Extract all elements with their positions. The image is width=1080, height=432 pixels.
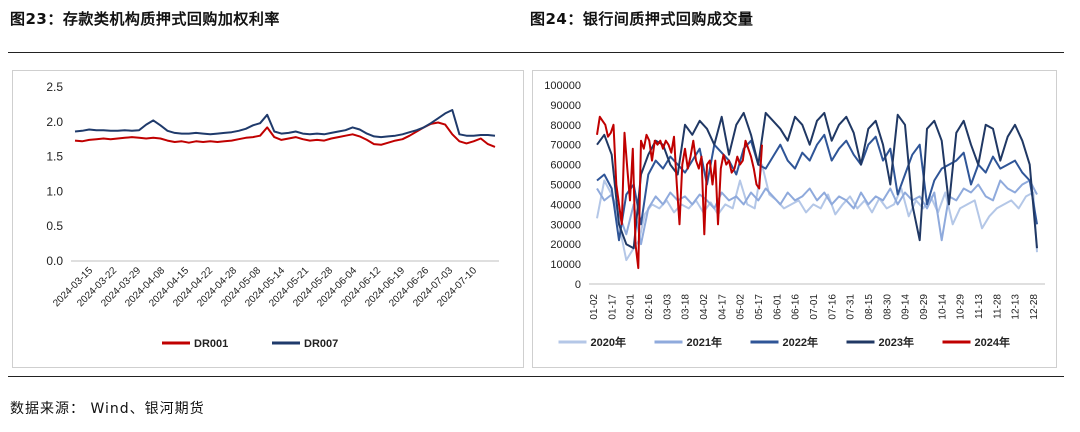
x-tick-label: 02-01 xyxy=(626,294,637,320)
x-tick-label: 06-01 xyxy=(772,294,783,320)
x-tick-label: 08-15 xyxy=(864,294,875,320)
series-line-2021年 xyxy=(596,179,1038,246)
x-tick-label: 01-02 xyxy=(589,294,600,320)
x-tick-label: 09-14 xyxy=(901,294,912,320)
y-tick-label: 10000 xyxy=(550,259,581,271)
series-line-DR007 xyxy=(74,109,496,139)
x-tick-label: 09-29 xyxy=(919,294,930,320)
x-tick-label: 12-13 xyxy=(1011,294,1022,320)
x-tick-label: 02-16 xyxy=(644,294,655,320)
y-tick-label: 30000 xyxy=(550,219,581,231)
y-tick-label: 60000 xyxy=(550,160,581,172)
x-tick-label: 07-01 xyxy=(809,294,820,320)
top-divider xyxy=(8,52,1064,53)
rate-line-chart: 0.00.51.01.52.02.52024-03-152024-03-2220… xyxy=(46,80,499,350)
x-tick-label: 03-03 xyxy=(662,294,673,320)
series-line-2023年 xyxy=(596,111,1038,250)
x-tick-label: 05-02 xyxy=(736,294,747,320)
x-tick-label: 11-13 xyxy=(974,294,985,319)
y-tick-label: 0 xyxy=(575,279,581,291)
x-tick-label: 04-17 xyxy=(717,294,728,320)
legend-label: 2022年 xyxy=(783,335,818,349)
y-tick-label: 50000 xyxy=(550,180,581,192)
x-tick-label: 10-29 xyxy=(956,294,967,320)
x-tick-label: 08-30 xyxy=(882,294,893,320)
x-tick-label: 11-28 xyxy=(992,294,1003,319)
bottom-divider xyxy=(8,376,1064,377)
y-tick-label: 2.0 xyxy=(46,115,63,129)
y-tick-label: 1.5 xyxy=(46,150,63,164)
y-tick-label: 0.5 xyxy=(46,219,63,233)
right-chart-title: 图24：银行间质押式回购成交量 xyxy=(530,10,754,28)
left-chart-title: 图23：存款类机构质押式回购加权利率 xyxy=(10,10,280,28)
legend-label: 2024年 xyxy=(975,335,1010,349)
y-tick-label: 80000 xyxy=(550,120,581,132)
legend-label: DR001 xyxy=(194,338,228,350)
x-tick-label: 07-16 xyxy=(827,294,838,320)
legend-label: 2021年 xyxy=(687,335,722,349)
legend-label: 2020年 xyxy=(591,335,626,349)
x-tick-label: 10-14 xyxy=(937,294,948,320)
right-chart-panel: 0 10000 20000 30000 40000 50000 60000 70000 8000… xyxy=(532,70,1057,368)
y-tick-label: 20000 xyxy=(550,239,581,251)
y-tick-label: 40000 xyxy=(550,199,581,211)
legend-label: DR007 xyxy=(304,338,338,350)
series-line-2022年 xyxy=(596,133,1038,242)
x-tick-label: 04-02 xyxy=(699,294,710,320)
legend-label: 2023年 xyxy=(879,335,914,349)
y-tick-label: 2.5 xyxy=(46,80,63,94)
y-tick-label: 100000 xyxy=(544,80,581,92)
series-line-DR001 xyxy=(74,121,496,148)
x-tick-label: 06-16 xyxy=(791,294,802,320)
volume-line-chart: 0 10000 20000 30000 40000 50000 60000 70000 8000… xyxy=(544,80,1045,349)
x-tick-label: 12-28 xyxy=(1029,294,1040,320)
x-tick-label: 07-31 xyxy=(846,294,857,320)
left-chart-panel: 0.0 0.5 1.0 1.5 2.0 2.5 2024-03-15 2024-03-22 20… xyxy=(12,70,524,368)
y-tick-label: 70000 xyxy=(550,140,581,152)
y-tick-label: 0.0 xyxy=(46,254,63,268)
x-tick-label: 03-18 xyxy=(681,294,692,320)
x-tick-label: 05-17 xyxy=(754,294,765,320)
y-tick-label: 1.0 xyxy=(46,184,63,198)
y-tick-label: 90000 xyxy=(550,100,581,112)
series-line-2024年 xyxy=(596,115,763,270)
series-line-2020年 xyxy=(596,163,1038,262)
x-tick-label: 01-17 xyxy=(607,294,618,320)
data-source-note: 数据来源： Wind、银河期货 xyxy=(10,401,205,417)
